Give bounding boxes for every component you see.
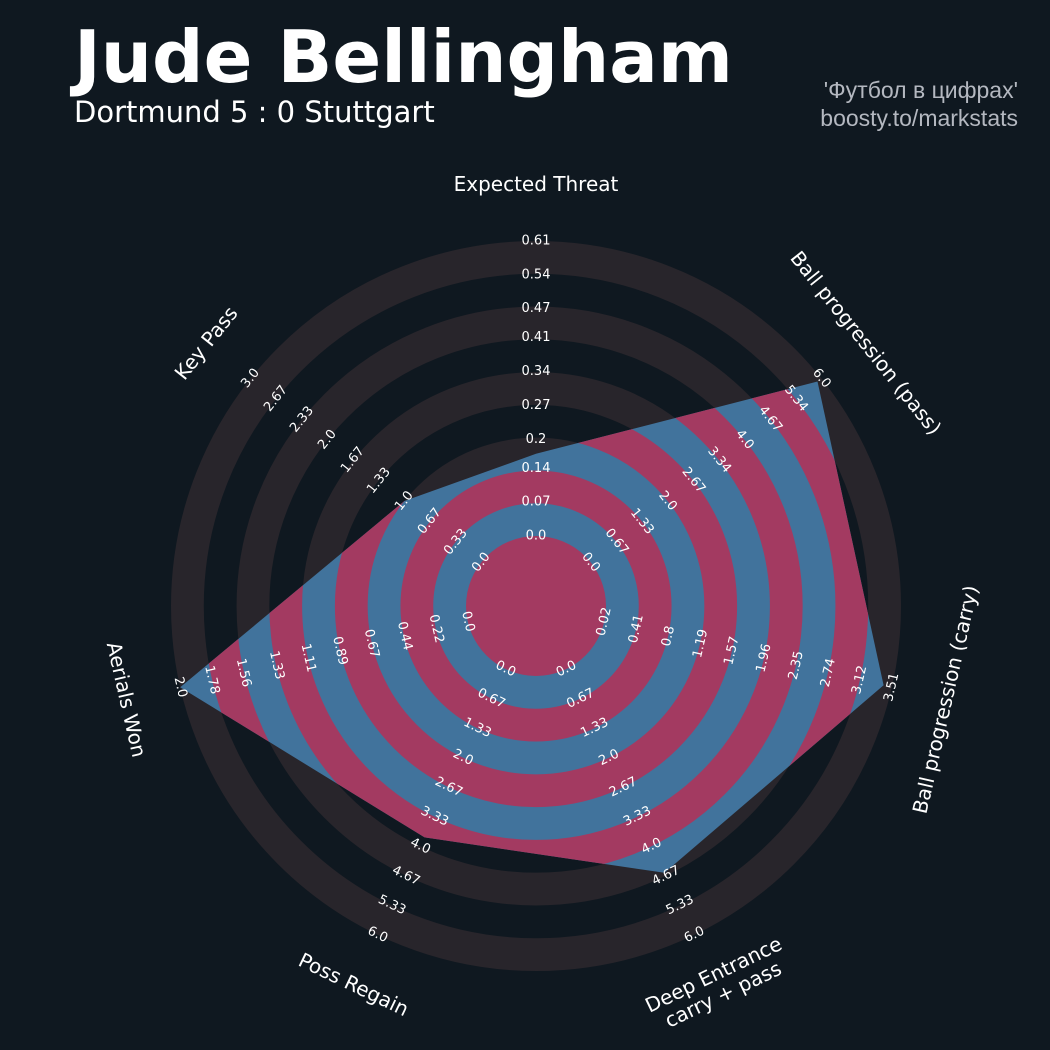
tick-label: 0.41 [626,613,647,645]
inner-ring [400,470,672,742]
tick-label: 0.0 [458,610,477,634]
tick-label: 3.51 [881,671,902,703]
tick-label: 0.34 [522,364,551,379]
center-circle [466,536,606,676]
tick-label: 0.02 [594,606,615,638]
tick-label: 1.33 [266,649,287,681]
tick-label: 2.74 [818,657,839,689]
tick-label: 0.44 [394,620,415,652]
tick-label: 0.67 [361,628,382,660]
tick-label: 0.41 [522,330,551,345]
tick-label: 0.61 [522,234,551,249]
tick-label: 0.54 [522,267,551,282]
param-label: Expected Threat [454,172,619,196]
tick-label: 0.07 [522,495,551,510]
chart-title: Jude Bellingham [69,15,733,99]
tick-label: 0.47 [522,301,551,316]
tick-label: 0.8 [659,624,678,648]
tick-label: 0.0 [526,529,547,544]
tick-label: 0.22 [426,613,447,645]
tick-label: 1.11 [298,642,319,674]
tick-label: 0.14 [522,461,551,476]
tick-label: 2.35 [786,650,807,682]
tick-label: 1.57 [721,635,742,667]
tick-label: 0.89 [329,635,350,667]
credit: boosty.to/markstats [820,105,1018,131]
tick-label: 0.2 [526,432,547,447]
chart-subtitle: Dortmund 5 : 0 Stuttgart [74,95,435,129]
tick-label: 0.27 [522,398,551,413]
credit: 'Футбол в цифрах' [824,77,1018,103]
ring [170,240,902,972]
tick-label: 1.19 [690,628,711,660]
tick-label: 1.96 [754,642,775,674]
tick-label: 3.12 [849,664,870,696]
tick-label: 1.78 [201,664,222,696]
tick-label: 2.0 [171,675,190,699]
tick-label: 1.56 [233,657,254,689]
